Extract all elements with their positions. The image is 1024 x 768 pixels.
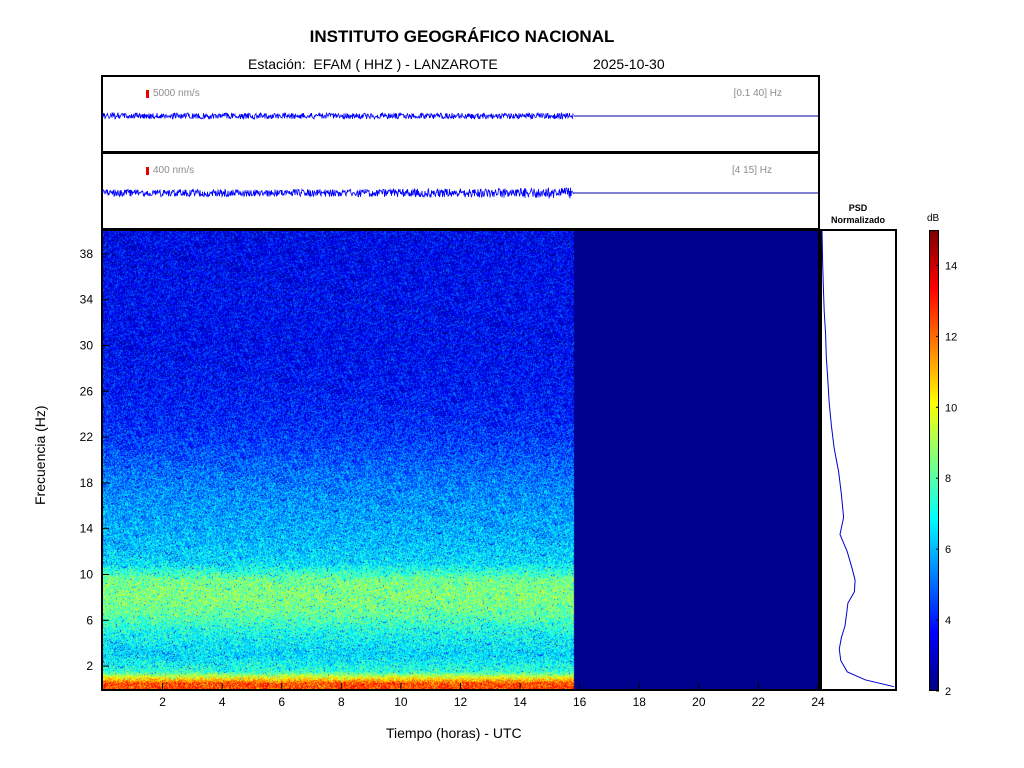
x-tick-label: 24 <box>811 695 825 709</box>
trace-panel-filtered: 400 nm/s [4 15] Hz <box>101 152 820 230</box>
colorbar-tick-label: 8 <box>945 473 951 485</box>
x-axis-label: Tiempo (horas) - UTC <box>386 725 522 741</box>
psd-title: PSD Normalizado <box>818 202 898 226</box>
x-tick-label: 14 <box>513 695 527 709</box>
station-label: Estación: EFAM ( HHZ ) - LANZAROTE <box>248 56 498 72</box>
waveform-signal <box>102 111 574 121</box>
y-tick-label: 30 <box>80 339 94 353</box>
trace-waveform <box>102 111 818 121</box>
y-tick-label: 18 <box>80 476 94 490</box>
x-tick-label: 10 <box>394 695 408 709</box>
trace-panel-broadband: 5000 nm/s [0.1 40] Hz <box>101 75 820 153</box>
x-tick-label: 6 <box>278 695 285 709</box>
psd-title-line1: PSD <box>848 203 868 213</box>
date-label: 2025-10-30 <box>593 56 665 72</box>
trace-scale-label: 5000 nm/s <box>153 88 200 99</box>
scale-marker-icon <box>146 167 149 175</box>
colorbar-tick-label: 12 <box>945 331 957 343</box>
y-tick-label: 14 <box>80 522 94 536</box>
x-tick-label: 12 <box>454 695 468 709</box>
spectrogram-frame <box>101 229 820 691</box>
scale-marker-icon <box>146 90 149 98</box>
y-tick-label: 22 <box>80 430 94 444</box>
colorbar-tick-label: 10 <box>945 402 957 414</box>
trace-scale-label: 400 nm/s <box>153 165 195 176</box>
colorbar-tick-label: 6 <box>945 544 951 556</box>
x-tick-label: 2 <box>159 695 166 709</box>
psd-curve <box>821 230 895 688</box>
psd-line <box>821 230 895 688</box>
x-tick-label: 20 <box>692 695 706 709</box>
y-tick-label: 38 <box>80 247 94 261</box>
x-tick-label: 4 <box>219 695 226 709</box>
colorbar-tick-label: 2 <box>945 686 951 698</box>
colorbar-unit: dB <box>927 213 940 224</box>
colorbar <box>929 230 939 691</box>
chart-title: INSTITUTO GEOGRÁFICO NACIONAL <box>309 27 615 46</box>
x-tick-label: 16 <box>573 695 587 709</box>
colorbar-tick-label: 14 <box>945 260 957 272</box>
trace-band-label: [4 15] Hz <box>731 165 772 176</box>
trace-band-label: [0.1 40] Hz <box>733 88 782 99</box>
colorbar-tick-label: 4 <box>945 615 951 627</box>
waveform-signal <box>102 187 574 199</box>
y-tick-label: 10 <box>80 568 94 582</box>
x-tick-label: 18 <box>633 695 647 709</box>
y-tick-label: 26 <box>80 384 94 398</box>
trace-waveform <box>102 187 818 199</box>
x-tick-label: 8 <box>338 695 345 709</box>
x-tick-label: 22 <box>752 695 766 709</box>
psd-panel <box>820 229 897 691</box>
y-tick-label: 34 <box>80 293 94 307</box>
y-tick-label: 6 <box>86 613 93 627</box>
psd-title-line2: Normalizado <box>830 215 885 225</box>
spectrogram-canvas <box>103 231 818 689</box>
y-tick-label: 2 <box>86 659 93 673</box>
